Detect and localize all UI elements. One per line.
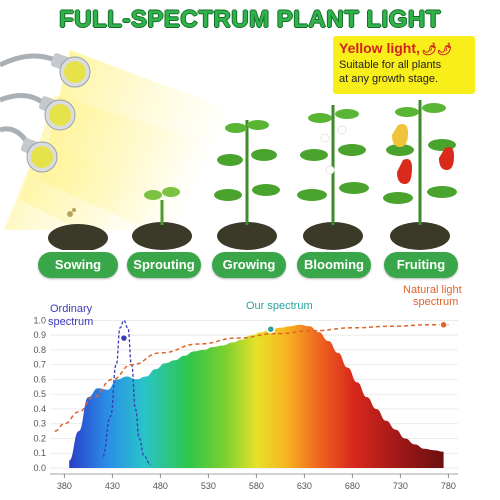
lamp-head-1-icon xyxy=(50,53,91,88)
soil-growing-icon xyxy=(217,222,277,250)
soil-blooming-icon xyxy=(303,222,363,250)
ordinary-label-1: Ordinary xyxy=(50,303,93,315)
y-tick-label: 0.7 xyxy=(33,360,46,370)
x-tick-label: 380 xyxy=(57,481,72,491)
stage-blooming: Blooming xyxy=(297,252,371,278)
natural-label-2: spectrum xyxy=(413,296,458,308)
ordinary-label-2: spectrum xyxy=(48,316,93,328)
soil-sprouting-icon xyxy=(132,222,192,250)
lamp-head-2-icon xyxy=(38,96,76,131)
x-tick-label: 780 xyxy=(441,481,456,491)
our-spectrum-label: Our spectrum xyxy=(246,300,313,312)
yellow-light-note: Yellow light, 🌶🌶 Suitable for all plants … xyxy=(333,36,475,94)
ordinary-spectrum-marker xyxy=(119,333,129,343)
x-tick-label: 530 xyxy=(201,481,216,491)
growth-stages-illustration xyxy=(48,100,457,250)
y-tick-label: 0.4 xyxy=(33,404,46,414)
fruiting-plant-icon xyxy=(383,100,457,225)
note-body-line2: at any growth stage. xyxy=(339,73,439,85)
page-title: FULL-SPECTRUM PLANT LIGHT xyxy=(59,6,441,33)
y-tick-label: 0.5 xyxy=(33,389,46,399)
x-tick-label: 730 xyxy=(393,481,408,491)
stage-growing: Growing xyxy=(212,252,286,278)
y-tick-label: 0.3 xyxy=(33,419,46,429)
natural-label-1: Natural light xyxy=(403,284,462,296)
natural-spectrum-line xyxy=(54,324,449,432)
soil-sowing-icon xyxy=(48,208,108,250)
natural-spectrum-marker xyxy=(439,320,448,330)
stage-sprouting: Sprouting xyxy=(127,252,201,278)
x-tick-label: 580 xyxy=(249,481,264,491)
spectrum-chart: 0.0 0.1 0.2 0.3 0.4 0.5 0.6 0.7 0.8 0.9 1.0 380 430… xyxy=(33,284,462,491)
y-tick-label: 0.8 xyxy=(33,345,46,355)
note-heading: Yellow light, xyxy=(339,40,420,56)
our-spectrum-marker xyxy=(266,324,276,334)
young-plant-icon xyxy=(214,120,280,225)
y-tick-label: 0.9 xyxy=(33,330,46,340)
stage-sowing: Sowing xyxy=(38,252,118,278)
y-tick-label: 0.6 xyxy=(33,374,46,384)
y-tick-label: 0.0 xyxy=(33,463,46,473)
x-tick-label: 430 xyxy=(105,481,120,491)
x-tick-label: 680 xyxy=(345,481,360,491)
x-tick-label: 630 xyxy=(297,481,312,491)
y-tick-label: 0.2 xyxy=(33,433,46,443)
sprout-icon xyxy=(144,187,180,225)
x-tick-label: 480 xyxy=(153,481,168,491)
note-body-line1: Suitable for all plants xyxy=(339,59,442,71)
our-spectrum-area xyxy=(69,324,444,468)
lamp-head-3-icon xyxy=(20,138,58,173)
flowering-plant-icon xyxy=(297,105,369,225)
ordinary-spectrum-line xyxy=(102,319,151,466)
stage-fruiting: Fruiting xyxy=(384,252,458,278)
chili-pepper-icon: 🌶🌶 xyxy=(421,42,453,56)
y-tick-label: 1.0 xyxy=(33,315,46,325)
y-tick-label: 0.1 xyxy=(33,448,46,458)
soil-fruiting-icon xyxy=(390,222,450,250)
